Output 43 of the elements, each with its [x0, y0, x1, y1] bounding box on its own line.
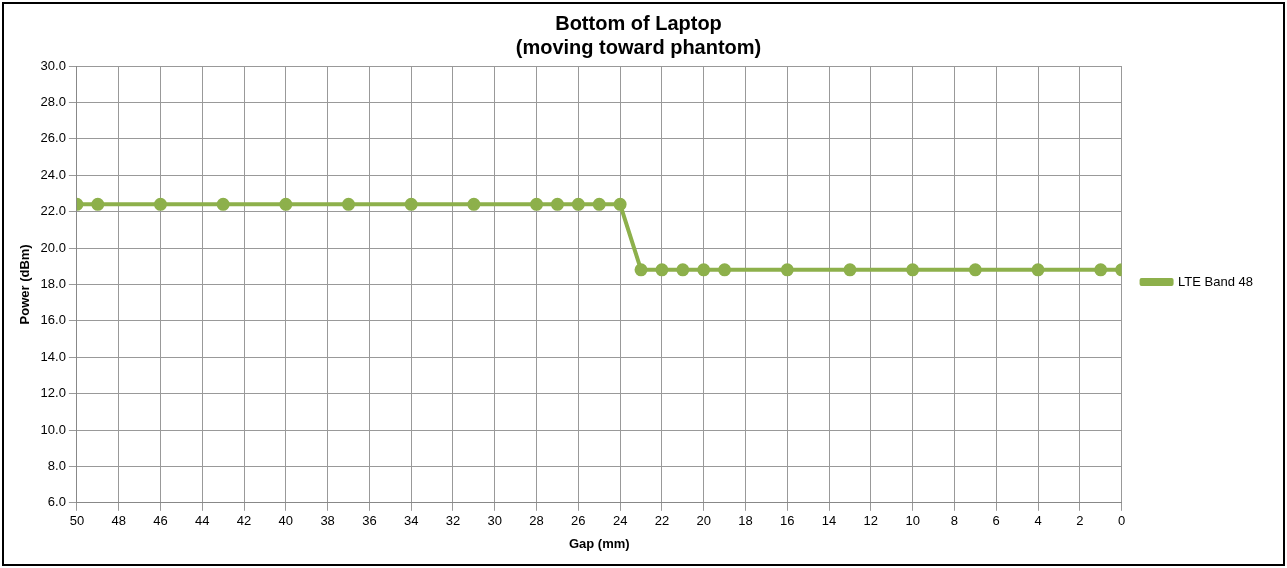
y-tick-label: 14.0 — [40, 348, 66, 364]
x-tick-label: 22 — [654, 513, 670, 529]
y-axis-title: Power (dBm) — [17, 244, 33, 325]
x-tick-label: 4 — [1034, 513, 1042, 529]
x-tick-label: 48 — [111, 513, 126, 529]
x-tick-label: 40 — [278, 513, 294, 529]
x-tick-label: 28 — [529, 513, 544, 529]
x-tick-label: 26 — [571, 513, 586, 529]
y-tick-label: 8.0 — [47, 457, 66, 473]
x-tick-label: 38 — [320, 513, 335, 529]
x-tick-label: 16 — [780, 513, 795, 529]
legend-label: LTE Band 48 — [1178, 273, 1253, 289]
chart-title: Bottom of Laptop (moving toward phantom) — [515, 11, 762, 58]
y-tick-label: 10.0 — [40, 421, 66, 437]
x-tick-label: 2 — [1076, 513, 1084, 529]
x-tick-label: 34 — [403, 513, 419, 529]
x-tick-label: 18 — [738, 513, 753, 529]
y-tick-label: 28.0 — [40, 93, 66, 109]
x-tick-label: 24 — [612, 513, 628, 529]
x-tick-label: 12 — [863, 513, 879, 529]
x-tick-label: 30 — [487, 513, 503, 529]
x-tick-label: 6 — [992, 513, 1000, 529]
x-axis-title: Gap (mm) — [568, 535, 630, 551]
x-tick-label: 20 — [696, 513, 711, 529]
y-tick-label: 24.0 — [40, 166, 66, 182]
y-tick-label: 12.0 — [40, 385, 66, 401]
x-tick-label: 44 — [195, 513, 210, 529]
x-tick-label: 36 — [362, 513, 377, 529]
x-tick-label: 46 — [153, 513, 168, 529]
x-tick-label: 32 — [445, 513, 461, 529]
y-tick-label: 26.0 — [40, 130, 66, 146]
x-tick-label: 50 — [69, 513, 85, 529]
x-tick-label: 0 — [1117, 513, 1126, 529]
y-tick-label: 22.0 — [40, 203, 66, 219]
x-tick-label: 42 — [236, 513, 252, 529]
y-tick-label: 6.0 — [47, 494, 66, 510]
x-tick-label: 10 — [905, 513, 920, 529]
x-tick-label: 8 — [950, 513, 959, 529]
y-tick-label: 30.0 — [40, 57, 66, 73]
y-tick-label: 20.0 — [40, 239, 66, 255]
x-tick-label: 14 — [821, 513, 837, 529]
y-tick-label: 18.0 — [40, 275, 66, 291]
y-tick-label: 16.0 — [40, 312, 66, 328]
